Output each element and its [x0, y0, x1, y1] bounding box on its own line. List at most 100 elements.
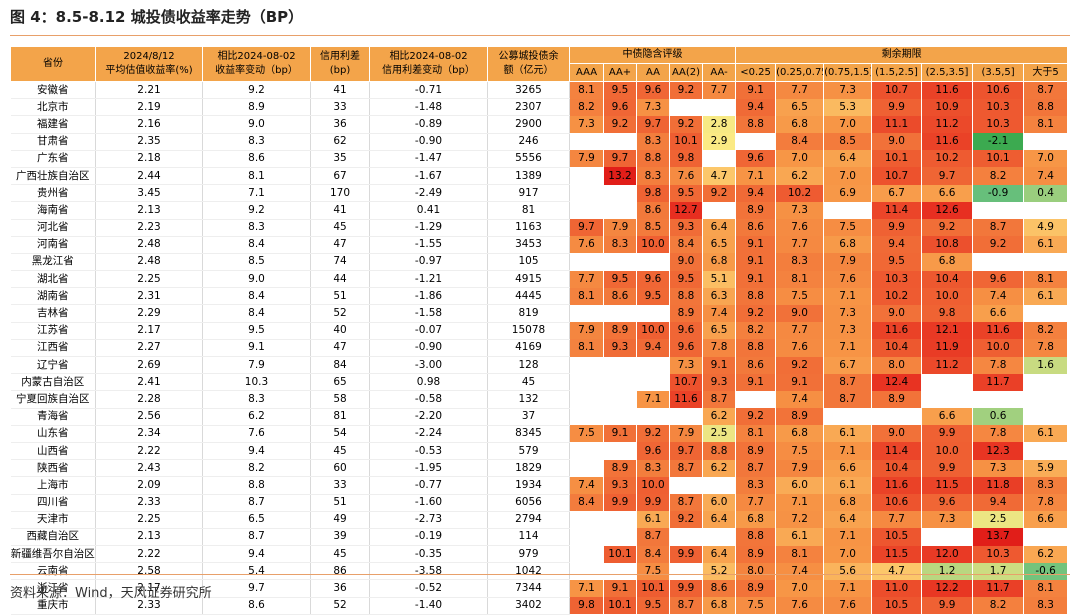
term-heat-cell: 8.7 — [823, 373, 873, 391]
term-heat-cell: 6.1 — [1023, 236, 1069, 254]
table-row: 福建省 2.16 9.0 36 -0.89 2900 7.3 9.2 9.7 9.2 2.8 8.8 6… — [10, 115, 1069, 134]
chg-cell: 6.5 — [202, 511, 311, 529]
rating-heat-cell: 9.2 — [669, 115, 703, 134]
rating-heat-cell — [702, 528, 737, 546]
rating-heat-cell — [636, 408, 670, 426]
chg-cell: 10.3 — [202, 373, 311, 392]
term-heat-cell: 7.2 — [775, 511, 825, 529]
rating-heat-cell: 9.8 — [569, 597, 604, 615]
avg-cell: 2.28 — [95, 390, 203, 409]
term-heat-cell: 10.1 — [871, 150, 923, 168]
rating-heat-cell: 10.0 — [636, 322, 670, 340]
term-heat-cell: 7.1 — [823, 579, 873, 598]
rating-heat-cell: 8.6 — [702, 579, 737, 598]
term-heat-cell: 11.6 — [921, 133, 974, 151]
term-heat-cell: 7.7 — [775, 236, 825, 254]
term-heat-cell — [972, 253, 1025, 271]
spread_chg-cell: -2.73 — [369, 511, 488, 529]
term-heat-cell: 8.2 — [972, 597, 1025, 615]
spread-cell: 67 — [310, 167, 370, 186]
table-row: 天津市 2.25 6.5 49 -2.73 2794 6.1 9.2 6.4 6.8 7.2 6.4 7… — [10, 511, 1069, 529]
term-heat-cell: 6.1 — [823, 425, 873, 443]
header-spread-line2: (bp) — [329, 65, 351, 76]
rating-heat-cell: 9.5 — [636, 597, 670, 615]
spread_chg-cell: -1.95 — [369, 459, 488, 478]
term-heat-cell: 9.0 — [871, 425, 923, 443]
rating-heat-cell — [569, 528, 604, 546]
rating-heat-cell: 8.7 — [669, 459, 703, 477]
balance-cell: 3402 — [487, 597, 570, 615]
table-row: 青海省 2.56 6.2 81 -2.20 37 6.2 9.2 8.9 6.6 0.6 — [10, 408, 1069, 426]
balance-cell: 128 — [487, 356, 570, 375]
avg-cell: 2.58 — [95, 562, 203, 581]
spread-cell: 54 — [310, 425, 370, 443]
avg-cell: 2.13 — [95, 528, 203, 547]
term-heat-cell: 7.4 — [1023, 167, 1069, 185]
term-heat-cell: 10.7 — [871, 81, 923, 99]
term-heat-cell: 11.4 — [871, 442, 923, 460]
rating-heat-cell — [569, 442, 604, 460]
chg-cell: 8.7 — [202, 528, 311, 547]
rating-heat-cell — [603, 408, 637, 426]
header-term-col: (1.5,2.5] — [871, 63, 923, 82]
table-row: 湖南省 2.31 8.4 51 -1.86 4445 8.1 8.6 9.5 8.8 6.3 8.8 7… — [10, 287, 1069, 306]
header-balance-line1: 公募城投债余 — [498, 51, 559, 62]
term-heat-cell: 10.3 — [972, 545, 1025, 563]
spread-cell: 33 — [310, 98, 370, 117]
term-heat-cell: 9.9 — [871, 219, 923, 237]
term-heat-cell: 6.8 — [823, 494, 873, 512]
term-heat-cell: 10.0 — [921, 442, 974, 460]
table-row: 山西省 2.22 9.4 45 -0.53 579 9.6 9.7 8.8 8.9 7.5 7.1 11… — [10, 442, 1069, 461]
term-heat-cell: 7.3 — [823, 322, 873, 340]
rating-heat-cell: 8.3 — [636, 459, 670, 477]
rating-heat-cell: 8.3 — [636, 167, 670, 185]
spread-cell: 47 — [310, 236, 370, 254]
header-yield-change: 相比2024-08-02 收益率变动（bp） — [202, 46, 311, 82]
balance-cell: 105 — [487, 253, 570, 272]
term-heat-cell: 8.3 — [1023, 476, 1069, 494]
term-heat-cell: 8.2 — [1023, 322, 1069, 340]
rating-heat-cell: 9.9 — [669, 579, 703, 598]
balance-cell: 1829 — [487, 459, 570, 478]
term-heat-cell: 9.9 — [871, 98, 923, 116]
table-row: 西藏自治区 2.13 8.7 39 -0.19 114 8.7 8.8 6.1 7.1 10.5 13… — [10, 528, 1069, 547]
term-heat-cell: 11.6 — [972, 322, 1025, 340]
term-heat-cell: 8.4 — [775, 133, 825, 151]
rating-heat-cell: 2.8 — [702, 115, 737, 134]
rating-heat-cell: 8.1 — [569, 81, 604, 99]
rating-heat-cell — [569, 373, 604, 391]
chg-cell: 8.6 — [202, 150, 311, 168]
province-cell: 湖南省 — [10, 287, 96, 306]
balance-cell: 7344 — [487, 579, 570, 598]
avg-cell: 2.25 — [95, 270, 203, 289]
header-spread-chg-line1: 相比2024-08-02 — [389, 51, 468, 62]
avg-cell: 2.23 — [95, 219, 203, 237]
term-heat-cell: 8.9 — [871, 390, 923, 409]
rating-heat-cell: 11.6 — [669, 390, 703, 409]
province-cell: 河南省 — [10, 236, 96, 254]
term-heat-cell: -2.1 — [972, 133, 1025, 151]
term-heat-cell: 11.6 — [921, 81, 974, 99]
province-cell: 四川省 — [10, 494, 96, 512]
chg-cell: 8.5 — [202, 253, 311, 272]
term-heat-cell: 8.3 — [1023, 597, 1069, 615]
avg-cell: 3.45 — [95, 184, 203, 203]
term-heat-cell: 9.2 — [735, 304, 777, 323]
term-heat-cell: 8.6 — [735, 356, 777, 374]
term-heat-cell — [972, 201, 1025, 219]
rating-heat-cell — [569, 408, 604, 426]
rating-heat-cell: 9.6 — [669, 322, 703, 340]
table-row: 吉林省 2.29 8.4 52 -1.58 819 8.9 7.4 9.2 9.0 7.3 9.0 9.… — [10, 304, 1069, 323]
rating-heat-cell: 7.5 — [636, 562, 670, 580]
term-heat-cell: 7.1 — [823, 528, 873, 546]
spread-cell: 44 — [310, 270, 370, 289]
balance-cell: 4915 — [487, 270, 570, 289]
table-row: 江西省 2.27 9.1 47 -0.90 4169 8.1 9.3 9.4 9.6 7.8 8.8 7… — [10, 339, 1069, 358]
rating-heat-cell — [569, 356, 604, 374]
rating-heat-cell: 10.1 — [603, 597, 637, 615]
avg-cell: 2.56 — [95, 408, 203, 426]
avg-cell: 2.41 — [95, 373, 203, 392]
rating-heat-cell — [669, 408, 703, 426]
term-heat-cell — [1023, 390, 1069, 409]
rating-heat-cell: 9.4 — [636, 339, 670, 357]
